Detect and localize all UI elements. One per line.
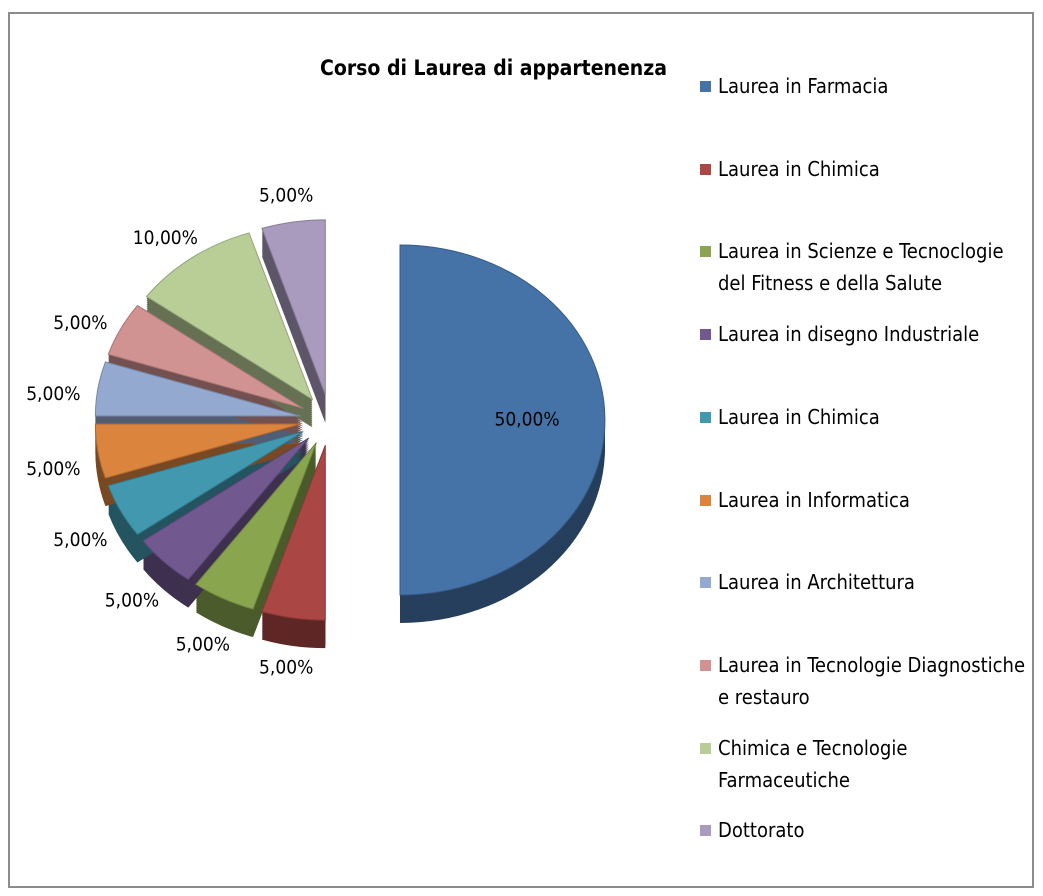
legend-entry: Laurea in Scienze e Tecnoclogie del Fitn… bbox=[700, 235, 1035, 299]
data-label: 5,00% bbox=[176, 633, 230, 655]
legend-swatch bbox=[700, 577, 711, 589]
slice bbox=[195, 442, 317, 610]
data-label: 50,00% bbox=[495, 409, 560, 431]
legend-swatch bbox=[700, 825, 711, 837]
legend-entry: Dottorato bbox=[700, 814, 1035, 846]
data-label: 5,00% bbox=[53, 312, 107, 334]
slice bbox=[261, 445, 326, 621]
legend-label: Laurea in Scienze e Tecnoclogie del Fitn… bbox=[718, 239, 1004, 296]
slice bbox=[94, 361, 301, 417]
legend-entry: Laurea in Architettura bbox=[700, 566, 1035, 598]
data-label: 5,00% bbox=[26, 458, 80, 480]
legend-swatch bbox=[700, 329, 711, 341]
data-label: 5,00% bbox=[259, 184, 313, 206]
legend-swatch bbox=[700, 163, 711, 175]
legend-swatch bbox=[700, 246, 711, 258]
chart-title: Corso di Laurea di appartenenza bbox=[320, 56, 667, 80]
legend-label: Laurea in Informatica bbox=[718, 487, 910, 512]
legend-entry: Laurea in Chimica bbox=[700, 153, 1035, 185]
legend-label: Laurea in Farmacia bbox=[718, 74, 889, 98]
data-label: 5,00% bbox=[26, 383, 80, 405]
slice bbox=[107, 304, 304, 409]
slice bbox=[94, 423, 301, 479]
legend-entry: Laurea in Informatica bbox=[700, 484, 1035, 516]
legend-label: Laurea in Chimica bbox=[718, 404, 880, 429]
legend-entry: Laurea in Tecnologie Diagnostiche e rest… bbox=[700, 649, 1035, 713]
legend-entry: Chimica e Tecnologie Farmaceutiche bbox=[700, 732, 1035, 796]
data-label: 10,00% bbox=[133, 227, 198, 249]
legend-entry: Laurea in Chimica bbox=[700, 401, 1035, 433]
slice bbox=[142, 437, 310, 581]
slice bbox=[261, 219, 326, 395]
legend-swatch bbox=[700, 659, 711, 671]
legend-swatch bbox=[700, 81, 711, 92]
legend-entry: Laurea in Farmacia bbox=[700, 70, 1035, 102]
legend-label: Chimica e Tecnologie Farmaceutiche bbox=[718, 735, 908, 792]
legend-entry: Laurea in disegno Industriale bbox=[700, 318, 1035, 350]
legend-label: Laurea in Chimica bbox=[718, 156, 880, 181]
slice bbox=[399, 244, 606, 596]
slice bbox=[145, 232, 314, 401]
legend-swatch bbox=[700, 411, 711, 423]
chart-frame bbox=[8, 12, 1034, 888]
legend-label: Laurea in Architettura bbox=[718, 570, 915, 595]
slice bbox=[107, 431, 304, 536]
legend-label: Laurea in Tecnologie Diagnostiche e rest… bbox=[718, 652, 1026, 709]
data-label: 5,00% bbox=[259, 657, 313, 679]
legend-label: Laurea in disegno Industriale bbox=[718, 322, 980, 347]
legend-label: Dottorato bbox=[718, 818, 805, 843]
data-label: 5,00% bbox=[105, 589, 159, 611]
data-label: 5,00% bbox=[53, 529, 107, 551]
legend-swatch bbox=[700, 494, 711, 506]
legend-swatch bbox=[700, 742, 711, 754]
